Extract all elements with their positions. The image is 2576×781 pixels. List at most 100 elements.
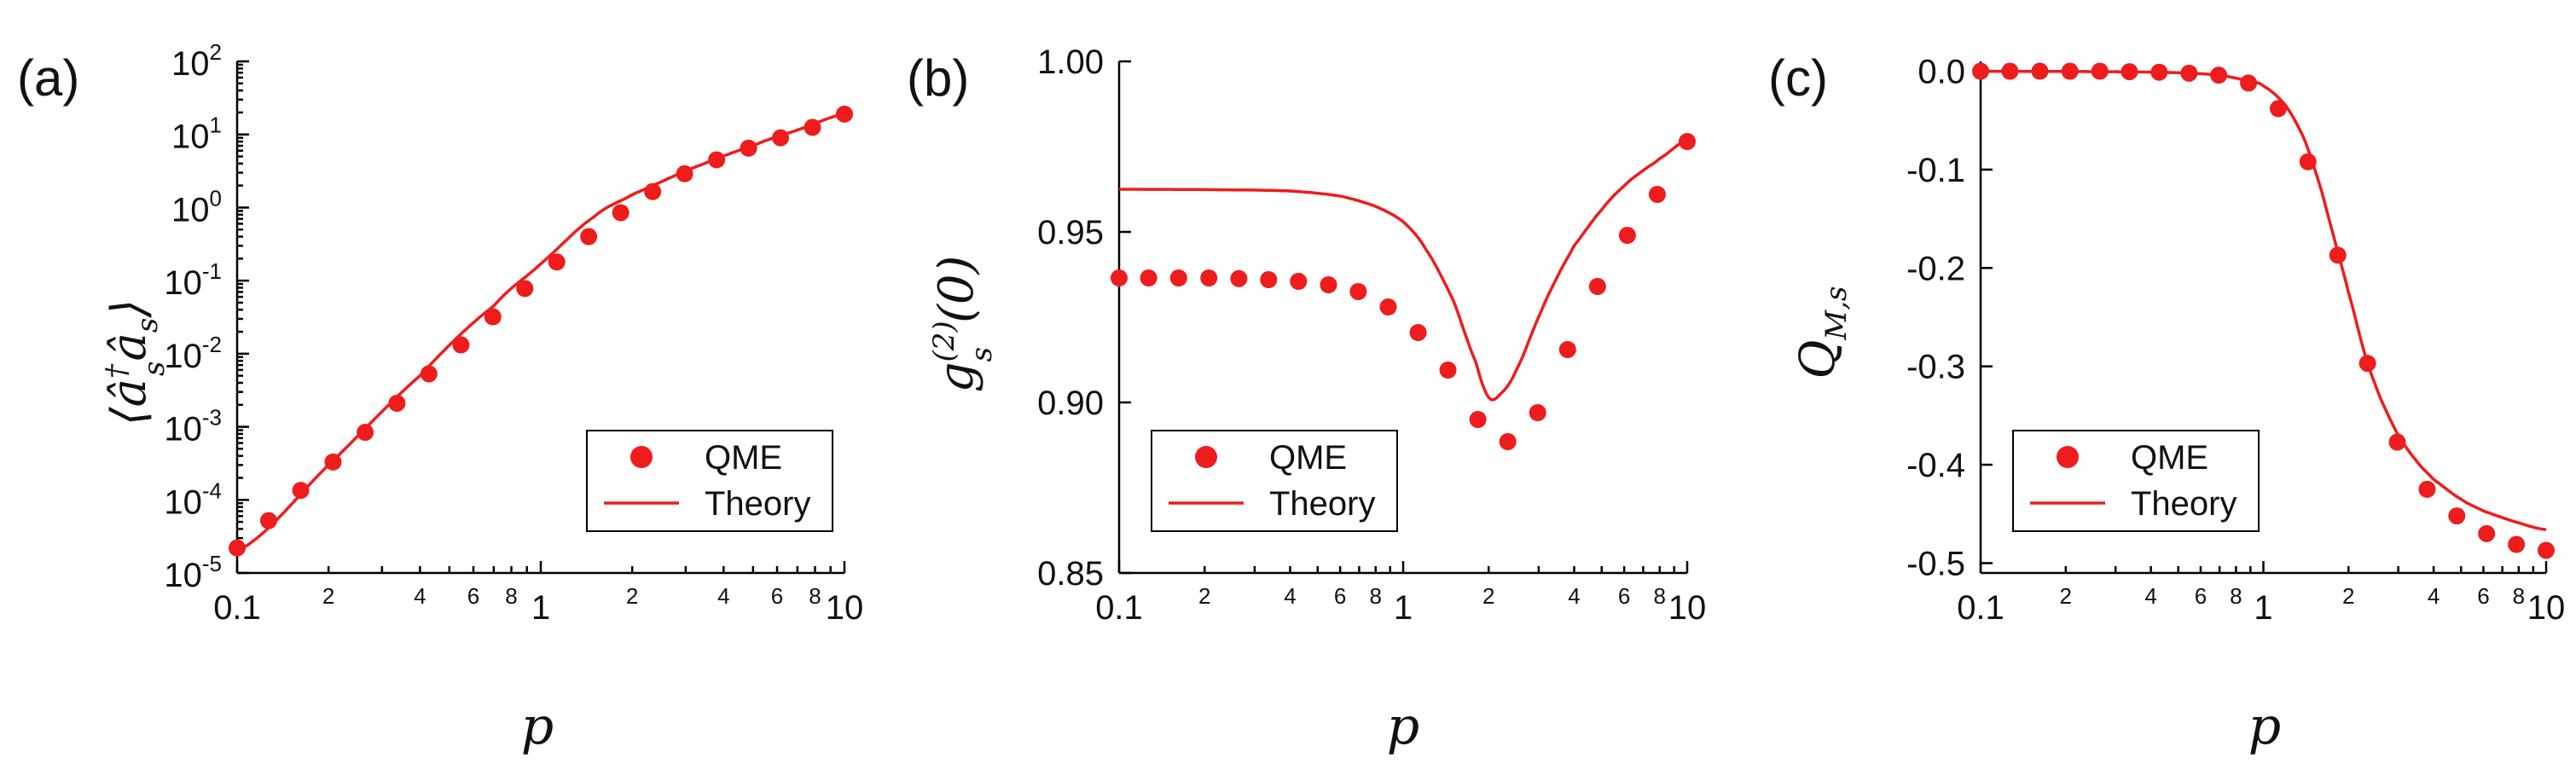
x-minor-tick-label-c: 4	[2428, 583, 2440, 609]
x-minor-tick-label-c: 8	[2513, 583, 2525, 609]
qme-point-c	[2091, 62, 2109, 80]
qme-point-b	[1379, 298, 1397, 315]
y-axis-label-c: QM,s	[1790, 286, 1854, 379]
qme-point-a	[804, 119, 821, 136]
qme-point-b	[1169, 269, 1187, 286]
qme-point-c	[2269, 100, 2287, 118]
y-tick-label-a: 102	[171, 39, 222, 83]
y-tick-label-b: 0.95	[1037, 214, 1104, 252]
y-tick-label-b: 0.90	[1037, 385, 1104, 422]
x-minor-tick-label-b: 6	[1618, 583, 1630, 609]
qme-point-b	[1290, 273, 1308, 290]
qme-point-c	[2001, 62, 2019, 80]
y-tick-label-a: 10-4	[164, 477, 222, 521]
x-minor-tick-label-a: 6	[771, 583, 783, 609]
qme-point-c	[2508, 535, 2526, 553]
qme-point-a	[484, 308, 502, 326]
legend-marker-qme-c	[2057, 446, 2079, 468]
theory-line-b	[1119, 138, 1688, 402]
x-minor-tick-label-b: 8	[1369, 583, 1381, 609]
qme-point-a	[772, 129, 790, 147]
qme-point-b	[1648, 186, 1666, 203]
qme-point-a	[452, 336, 470, 354]
qme-point-a	[580, 228, 598, 246]
qme-point-b	[1469, 411, 1487, 428]
x-minor-tick-label-c: 6	[2195, 583, 2207, 609]
qme-point-b	[1140, 269, 1157, 286]
y-tick-label-a: 101	[171, 113, 222, 156]
x-minor-tick-label-c: 8	[2230, 583, 2242, 609]
x-minor-tick-label-a: 4	[414, 583, 426, 609]
plot-area-c: 0.1 1 102 4 6 8 2 4 6 80.0-0.1-0.2-0.3-0.4-0.5	[1906, 54, 2565, 627]
y-axis-label-a: ⟨â† sâs⟩	[100, 299, 171, 425]
y-tick-label-c: 0.0	[1917, 54, 1965, 91]
qme-point-c	[1972, 62, 1989, 80]
panel-label-b: (b)	[907, 49, 969, 107]
x-axis-label-b: p	[1387, 697, 1419, 756]
x-minor-tick-label-a: 2	[626, 583, 638, 609]
legend-label-theory-a: Theory	[705, 485, 811, 523]
x-tick-label-a: 1	[531, 589, 550, 627]
qme-point-c	[2388, 433, 2406, 451]
qme-point-b	[1260, 271, 1278, 288]
x-axis-label-c: p	[2248, 697, 2281, 756]
panel-label-c: (c)	[1768, 49, 1828, 107]
x-minor-tick-label-a: 4	[717, 583, 729, 609]
legend-b: QME Theory	[1151, 430, 1398, 532]
qme-point-b	[1499, 433, 1517, 450]
qme-point-a	[516, 280, 534, 298]
qme-point-c	[2210, 67, 2228, 84]
y-tick-label-a: 10-3	[164, 405, 222, 448]
y-tick-label-c: -0.2	[1906, 250, 1965, 287]
qme-point-b	[1230, 269, 1248, 287]
qme-point-a	[357, 424, 374, 442]
legend-label-qme-a: QME	[705, 439, 782, 477]
qme-point-c	[2121, 63, 2138, 81]
qme-point-c	[2478, 524, 2496, 542]
legend-label-theory-b: Theory	[1269, 485, 1376, 523]
x-minor-tick-label-b: 2	[1482, 583, 1494, 609]
y-tick-label-c: -0.1	[1906, 152, 1965, 189]
qme-point-a	[548, 253, 566, 271]
x-tick-label-b: 1	[1394, 589, 1413, 627]
x-minor-tick-label-c: 6	[2477, 583, 2489, 609]
legend-marker-qme-a	[630, 446, 653, 468]
qme-point-a	[836, 105, 853, 123]
y-tick-label-a: 10-2	[164, 332, 222, 375]
y-tick-label-a: 10-5	[164, 551, 222, 594]
qme-point-b	[1618, 227, 1636, 244]
qme-point-a	[420, 365, 438, 383]
y-axis-label-b: g(2) s(0)	[927, 256, 999, 393]
qme-point-b	[1200, 269, 1218, 286]
x-minor-tick-label-a: 8	[505, 583, 517, 609]
qme-point-a	[324, 453, 342, 471]
legend-box-c	[2012, 430, 2260, 532]
x-tick-label-c: 0.1	[1957, 589, 2005, 627]
qme-point-b	[1111, 269, 1128, 286]
x-axis-label-a: p	[521, 697, 554, 756]
y-tick-label-c: -0.4	[1906, 447, 1965, 484]
legend-label-theory-c: Theory	[2131, 485, 2237, 523]
legend-box-a	[586, 430, 833, 532]
x-tick-label-a: 10	[826, 589, 864, 627]
y-tick-label-a: 10-1	[164, 258, 222, 302]
y-tick-label-b: 1.00	[1037, 43, 1104, 81]
x-minor-tick-label-b: 6	[1334, 583, 1346, 609]
qme-point-c	[2448, 507, 2466, 525]
panel-a: (a) ⟨â† sâs⟩ 0.1 1 102 4 6 8 2 4 6 810-510-410-310…	[17, 39, 863, 756]
qme-point-a	[259, 512, 277, 529]
qme-point-b	[1349, 283, 1367, 300]
qme-point-a	[676, 165, 693, 182]
x-minor-tick-label-b: 8	[1653, 583, 1665, 609]
panel-b: (b) g(2) s(0) 0.1 1 102 4 6 8 2 4 6 80.850.900.951…	[907, 43, 1706, 756]
qme-point-a	[740, 139, 757, 157]
qme-point-c	[2061, 62, 2079, 80]
qme-point-b	[1439, 362, 1457, 379]
qme-point-a	[612, 204, 629, 222]
x-minor-tick-label-b: 4	[1284, 583, 1296, 609]
qme-point-c	[2358, 355, 2376, 373]
legend-label-qme-b: QME	[1269, 439, 1347, 477]
plot-area-a: 0.1 1 102 4 6 8 2 4 6 810-510-410-310-210-1100101…	[164, 39, 863, 627]
qme-point-a	[292, 482, 310, 500]
